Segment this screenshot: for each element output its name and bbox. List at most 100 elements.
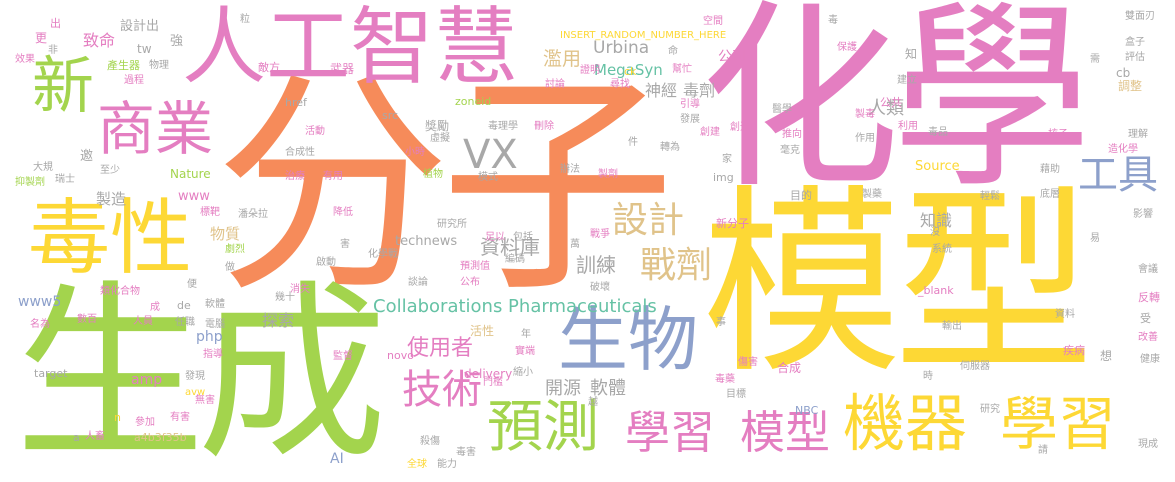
cloud-word: 件 — [628, 137, 638, 148]
cloud-word: 合成 — [777, 361, 802, 375]
cloud-word: 毒 — [828, 15, 838, 26]
cloud-word: www5 — [18, 294, 62, 310]
cloud-word: de — [177, 299, 191, 312]
cloud-word: 電腦 — [205, 319, 225, 330]
cloud-word: 幾十 — [275, 292, 295, 303]
cloud-word: _blank — [918, 284, 954, 297]
cloud-word: 研究所 — [437, 219, 467, 230]
cloud-word: 致命 — [83, 31, 116, 50]
cloud-word: 疾病 — [1063, 344, 1085, 357]
cloud-word: 底層 — [1040, 189, 1060, 200]
cloud-word: 目標 — [726, 389, 746, 400]
cloud-word: 產生器 — [107, 59, 140, 72]
cloud-word: 毒理學 — [488, 121, 518, 132]
cloud-word: 消失 — [290, 284, 310, 295]
cloud-word: 商業 — [97, 95, 214, 163]
cloud-word: 植物 — [423, 169, 443, 180]
cloud-word: 醫學 — [772, 104, 792, 115]
cloud-word: 尋找 — [610, 79, 630, 90]
cloud-word: n — [114, 411, 121, 424]
cloud-word: 編碼 — [505, 254, 525, 265]
cloud-word: 成 — [150, 302, 160, 313]
cloud-word: 資料庫 — [480, 235, 540, 259]
cloud-word: 伺服器 — [960, 361, 990, 372]
cloud-word: 全球 — [407, 459, 427, 470]
cloud-word: 指導 — [203, 349, 223, 360]
cloud-word: 降低 — [333, 207, 353, 218]
cloud-word: 影響 — [1133, 209, 1153, 220]
cloud-word: 治療 — [285, 171, 305, 182]
cloud-word: 有害 — [170, 412, 190, 423]
cloud-word: 系統 — [932, 244, 952, 255]
cloud-word: 命 — [668, 46, 678, 57]
cloud-word: Urbina — [593, 38, 650, 58]
cloud-word: 毒害 — [456, 447, 476, 458]
cloud-word: 人員 — [133, 316, 153, 327]
cloud-word: 敵方 — [258, 61, 280, 74]
cloud-word: 輸出 — [942, 321, 962, 332]
cloud-word: 訓練 — [576, 253, 616, 277]
cloud-word: 目的 — [790, 189, 812, 202]
cloud-word: 毒性 — [28, 191, 193, 286]
cloud-word: 使用者 — [407, 336, 474, 361]
cloud-word: 啟動 — [316, 257, 336, 268]
cloud-word: 強 — [170, 34, 184, 49]
cloud-word: 破壞 — [590, 282, 610, 293]
cloud-word: 能力 — [437, 459, 457, 470]
cloud-word: 模型 — [740, 406, 831, 459]
cloud-word: 公共 — [880, 96, 902, 109]
cloud-word: 活動 — [305, 126, 325, 137]
cloud-word: 引導 — [680, 99, 700, 110]
cloud-word: 小時 — [405, 147, 425, 158]
cloud-word: 數百 — [77, 314, 97, 325]
cloud-word: 過程 — [124, 75, 144, 86]
cloud-word: 足以 — [485, 232, 505, 243]
cloud-word: 發現 — [185, 371, 205, 382]
cloud-word: 反轉 — [1138, 291, 1160, 304]
cloud-word: INSERT_RANDOM_NUMBER_HERE — [560, 30, 727, 41]
cloud-word: 毒藥 — [715, 374, 735, 385]
cloud-word: a — [73, 431, 80, 444]
cloud-word: 虛擬 — [430, 133, 450, 144]
cloud-word: 無害 — [195, 395, 215, 406]
cloud-word: 設計 — [612, 200, 685, 241]
cloud-word: 毒劑 — [683, 81, 716, 100]
cloud-word: 化學戰 — [368, 249, 398, 260]
cloud-word: 學習 — [1000, 390, 1117, 458]
cloud-word: 戰劑 — [640, 245, 713, 286]
cloud-word: 濫用 — [543, 48, 582, 70]
cloud-word: a4b3f35b — [134, 431, 187, 444]
cloud-word: ck — [624, 65, 637, 78]
cloud-word: avw — [185, 387, 206, 398]
cloud-word: 發展 — [680, 114, 700, 125]
cloud-word: 現成 — [1138, 439, 1158, 450]
cloud-word: 創造 — [730, 122, 750, 133]
cloud-word: 藉助 — [1040, 164, 1060, 175]
cloud-word: 保護 — [837, 42, 857, 53]
cloud-word: 人類 — [868, 98, 904, 119]
cloud-word: 預測值 — [460, 261, 490, 272]
cloud-word: src — [382, 109, 399, 122]
cloud-word: delivery — [464, 367, 513, 381]
cloud-word: 武器 — [330, 62, 355, 76]
cloud-word: tw — [137, 42, 152, 56]
cloud-word: 設計出 — [120, 19, 160, 34]
cloud-word: 易 — [1090, 233, 1100, 244]
cloud-word: Nature — [170, 167, 211, 181]
cloud-word: 邀 — [80, 149, 94, 164]
cloud-word: NBC — [795, 404, 819, 417]
cloud-word: 抑製劑 — [15, 177, 45, 188]
cloud-word: novo — [387, 349, 414, 362]
cloud-word: 輕鬆 — [980, 191, 1000, 202]
cloud-word: 縮小 — [513, 367, 533, 378]
cloud-word: 造化學 — [1108, 144, 1138, 155]
cloud-word: 生成 — [15, 264, 387, 482]
cloud-word: 有用 — [323, 171, 343, 182]
cloud-word: 盒子 — [1125, 37, 1145, 48]
cloud-word: 效果 — [15, 54, 35, 65]
cloud-word: 利用 — [898, 121, 918, 132]
cloud-word: 空間 — [703, 16, 723, 27]
cloud-word: 更 — [35, 31, 48, 45]
cloud-word: 人畜 — [85, 431, 105, 442]
